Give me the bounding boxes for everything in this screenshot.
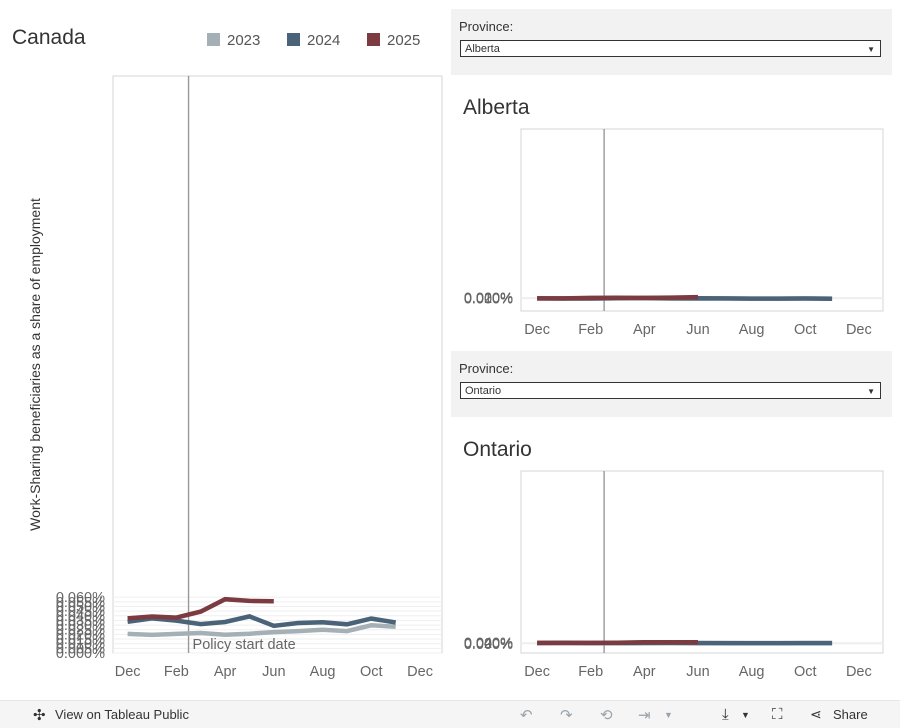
download-chevron-icon[interactable]: ▼ [741,710,750,720]
x-tick-label: Feb [578,664,603,680]
x-tick-label: Jun [686,664,709,680]
x-tick-label: Dec [115,664,141,680]
x-tick-label: Apr [214,664,237,680]
province-select-value: Ontario [465,385,501,397]
x-tick-label: Oct [360,664,383,680]
x-tick-label: Aug [739,322,765,338]
undo-icon[interactable]: ↶ [520,706,533,724]
refresh-icon[interactable]: ⇥ [638,706,651,724]
province-select-ontario[interactable]: Ontario ▼ [460,382,881,399]
revert-icon[interactable]: ⟲ [600,706,613,724]
x-tick-label: Aug [739,664,765,680]
y-tick-label: 0.040% [464,636,513,652]
plot-area-frame [521,471,883,653]
x-tick-label: Dec [846,322,872,338]
y-axis-label: Work-Sharing beneficiaries as a share of… [27,198,43,531]
x-tick-label: Oct [794,322,817,338]
x-tick-label: Apr [633,664,656,680]
x-tick-label: Aug [310,664,336,680]
x-tick-label: Dec [524,322,550,338]
y-tick-label: 0.020% [464,291,513,307]
series-line-2025 [537,642,698,643]
province-filter-ontario: Province: Ontario ▼ [451,351,892,417]
x-tick-label: Oct [794,664,817,680]
x-tick-label: Jun [262,664,285,680]
ontario-chart-title: Ontario [463,438,532,462]
province-filter-label: Province: [459,361,513,376]
x-tick-label: Feb [164,664,189,680]
series-line-2025 [537,297,698,298]
dropdown-caret-icon: ▼ [867,41,875,58]
tableau-logo-icon: ✣ [33,706,46,724]
redo-icon[interactable]: ↷ [560,706,573,724]
view-on-tableau-public-link[interactable]: View on Tableau Public [55,707,189,722]
plot-area-frame [521,129,883,311]
x-tick-label: Dec [407,664,433,680]
share-button[interactable]: Share [833,707,868,722]
fullscreen-icon[interactable]: ⛶ [772,706,783,723]
x-tick-label: Dec [846,664,872,680]
share-icon[interactable]: ⋖ [810,706,822,723]
y-tick-label: 0.060% [56,590,105,606]
footer-toolbar: ✣ View on Tableau Public ↶ ↷ ⟲ ⇥ ▼ ⤓ ▼ ⛶… [0,700,900,728]
x-tick-label: Feb [578,322,603,338]
plot-area-frame [113,76,442,653]
province-filter-label: Province: [459,19,513,34]
x-tick-label: Jun [686,322,709,338]
x-tick-label: Dec [524,664,550,680]
download-icon[interactable]: ⤓ [722,706,729,723]
alberta-chart-title: Alberta [463,96,530,120]
policy-start-annotation: Policy start date [193,637,296,653]
province-select-alberta[interactable]: Alberta ▼ [460,40,881,57]
canada-line-chart: 0.000%0.005%0.010%0.015%0.020%0.025%0.03… [0,0,450,700]
refresh-menu-chevron-icon[interactable]: ▼ [664,710,673,720]
province-select-value: Alberta [465,43,500,55]
province-filter-alberta: Province: Alberta ▼ [451,9,892,75]
x-tick-label: Apr [633,322,656,338]
dropdown-caret-icon: ▼ [867,383,875,400]
